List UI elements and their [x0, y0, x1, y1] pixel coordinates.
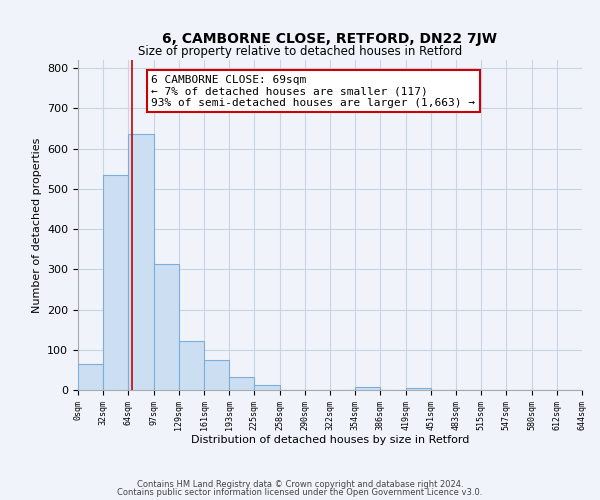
Text: 6 CAMBORNE CLOSE: 69sqm
← 7% of detached houses are smaller (117)
93% of semi-de: 6 CAMBORNE CLOSE: 69sqm ← 7% of detached…: [151, 75, 475, 108]
Bar: [154, 264, 179, 390]
Y-axis label: Number of detached properties: Number of detached properties: [32, 138, 41, 312]
Bar: [406, 388, 431, 390]
Bar: [103, 174, 128, 390]
Bar: [78, 364, 103, 390]
X-axis label: Distribution of detached houses by size in Retford: Distribution of detached houses by size …: [191, 436, 469, 446]
Text: Contains HM Land Registry data © Crown copyright and database right 2024.: Contains HM Land Registry data © Crown c…: [137, 480, 463, 489]
Bar: [179, 341, 204, 390]
Bar: [128, 134, 154, 390]
Bar: [254, 385, 280, 390]
Bar: [355, 387, 380, 390]
Bar: [204, 360, 229, 390]
Title: 6, CAMBORNE CLOSE, RETFORD, DN22 7JW: 6, CAMBORNE CLOSE, RETFORD, DN22 7JW: [163, 32, 497, 46]
Text: Size of property relative to detached houses in Retford: Size of property relative to detached ho…: [138, 45, 462, 58]
Text: Contains public sector information licensed under the Open Government Licence v3: Contains public sector information licen…: [118, 488, 482, 497]
Bar: [229, 376, 254, 390]
